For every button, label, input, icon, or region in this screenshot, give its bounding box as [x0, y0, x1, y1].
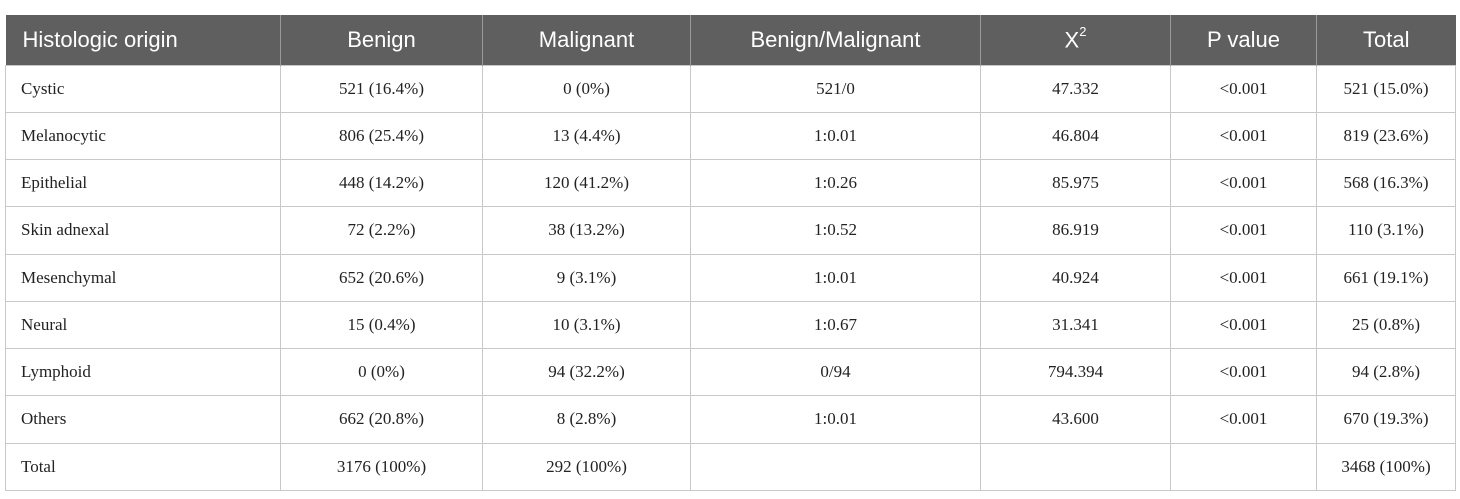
cell-chi-square: 40.924 [980, 253, 1171, 302]
table-row: Total 3176 (100%) 292 (100%) 3468 (100%) [5, 442, 1456, 491]
cell-malignant: 0 (0%) [482, 64, 691, 113]
cell-histologic-origin: Lymphoid [5, 347, 281, 397]
cell-malignant: 10 (3.1%) [482, 300, 691, 350]
cell-p-value: <0.001 [1170, 158, 1317, 208]
cell-histologic-origin: Others [5, 395, 281, 444]
cell-benign: 806 (25.4%) [280, 111, 483, 161]
cell-total: 3468 (100%) [1316, 442, 1456, 491]
chi-superscript: 2 [1079, 23, 1087, 39]
cell-total: 670 (19.3%) [1316, 395, 1456, 444]
cell-chi-square: 31.341 [980, 300, 1171, 350]
table-row: Others 662 (20.8%) 8 (2.8%) 1:0.01 43.600 <0.… [5, 395, 1456, 444]
cell-benign: 521 (16.4%) [280, 64, 483, 113]
table-row: Skin adnexal 72 (2.2%) 38 (13.2%) 1:0.52 86.… [5, 206, 1456, 255]
cell-chi-square: 794.394 [980, 347, 1171, 397]
table-row: Epithelial 448 (14.2%) 120 (41.2%) 1:0.26 85… [5, 158, 1456, 208]
data-table-container: Histologic origin Benign Malignant Benig… [5, 15, 1456, 491]
header-malignant: Malignant [482, 15, 691, 65]
cell-ratio: 1:0.01 [690, 395, 981, 444]
header-chi-square: X2 [980, 15, 1171, 65]
cell-total: 568 (16.3%) [1316, 158, 1456, 208]
cell-chi-square: 86.919 [980, 206, 1171, 255]
cell-histologic-origin: Total [5, 442, 281, 491]
cell-chi-square: 47.332 [980, 64, 1171, 113]
cell-benign: 3176 (100%) [280, 442, 483, 491]
cell-malignant: 8 (2.8%) [482, 395, 691, 444]
cell-malignant: 94 (32.2%) [482, 347, 691, 397]
cell-histologic-origin: Neural [5, 300, 281, 350]
cell-chi-square: 46.804 [980, 111, 1171, 161]
cell-ratio: 1:0.01 [690, 253, 981, 302]
cell-p-value: <0.001 [1170, 395, 1317, 444]
table-body: Cystic 521 (16.4%) 0 (0%) 521/0 47.332 <0.001… [5, 64, 1456, 491]
table-row: Cystic 521 (16.4%) 0 (0%) 521/0 47.332 <0.001… [5, 64, 1456, 113]
cell-benign: 15 (0.4%) [280, 300, 483, 350]
cell-malignant: 9 (3.1%) [482, 253, 691, 302]
cell-chi-square [980, 442, 1171, 491]
cell-p-value: <0.001 [1170, 64, 1317, 113]
cell-malignant: 13 (4.4%) [482, 111, 691, 161]
cell-benign: 0 (0%) [280, 347, 483, 397]
cell-p-value: <0.001 [1170, 300, 1317, 350]
cell-malignant: 292 (100%) [482, 442, 691, 491]
cell-total: 110 (3.1%) [1316, 206, 1456, 255]
cell-ratio: 521/0 [690, 64, 981, 113]
cell-benign: 448 (14.2%) [280, 158, 483, 208]
cell-total: 521 (15.0%) [1316, 64, 1456, 113]
table-row: Melanocytic 806 (25.4%) 13 (4.4%) 1:0.01 46.… [5, 111, 1456, 161]
histologic-origin-table: Histologic origin Benign Malignant Benig… [5, 15, 1456, 491]
table-row: Lymphoid 0 (0%) 94 (32.2%) 0/94 794.394 <0.00… [5, 347, 1456, 397]
table-row: Neural 15 (0.4%) 10 (3.1%) 1:0.67 31.341 <0.0… [5, 300, 1456, 350]
cell-total: 94 (2.8%) [1316, 347, 1456, 397]
header-p-value: P value [1170, 15, 1317, 65]
cell-ratio: 1:0.01 [690, 111, 981, 161]
cell-histologic-origin: Skin adnexal [5, 206, 281, 255]
cell-total: 819 (23.6%) [1316, 111, 1456, 161]
cell-benign: 72 (2.2%) [280, 206, 483, 255]
cell-malignant: 38 (13.2%) [482, 206, 691, 255]
cell-ratio: 1:0.67 [690, 300, 981, 350]
cell-ratio: 0/94 [690, 347, 981, 397]
cell-p-value: <0.001 [1170, 253, 1317, 302]
cell-p-value [1170, 442, 1317, 491]
cell-histologic-origin: Melanocytic [5, 111, 281, 161]
header-total: Total [1363, 26, 1410, 52]
cell-chi-square: 43.600 [980, 395, 1171, 444]
cell-total: 25 (0.8%) [1316, 300, 1456, 350]
header-benign: Benign [280, 15, 483, 65]
header-row: Histologic origin Benign Malignant Benig… [5, 15, 1456, 65]
cell-histologic-origin: Epithelial [5, 158, 281, 208]
cell-histologic-origin: Cystic [5, 64, 281, 113]
cell-ratio: 1:0.26 [690, 158, 981, 208]
chi-base: X [1064, 26, 1080, 52]
cell-histologic-origin: Mesenchymal [5, 253, 281, 302]
header-histologic-origin: Histologic origin [5, 15, 281, 65]
cell-total: 661 (19.1%) [1316, 253, 1456, 302]
cell-p-value: <0.001 [1170, 111, 1317, 161]
cell-ratio [690, 442, 981, 491]
table-header: Histologic origin Benign Malignant Benig… [5, 15, 1456, 65]
cell-benign: 652 (20.6%) [280, 253, 483, 302]
cell-chi-square: 85.975 [980, 158, 1171, 208]
cell-p-value: <0.001 [1170, 347, 1317, 397]
table-row: Mesenchymal 652 (20.6%) 9 (3.1%) 1:0.01 40.9… [5, 253, 1456, 302]
cell-benign: 662 (20.8%) [280, 395, 483, 444]
cell-p-value: <0.001 [1170, 206, 1317, 255]
cell-ratio: 1:0.52 [690, 206, 981, 255]
cell-malignant: 120 (41.2%) [482, 158, 691, 208]
header-ratio: Benign/Malignant [690, 15, 981, 65]
